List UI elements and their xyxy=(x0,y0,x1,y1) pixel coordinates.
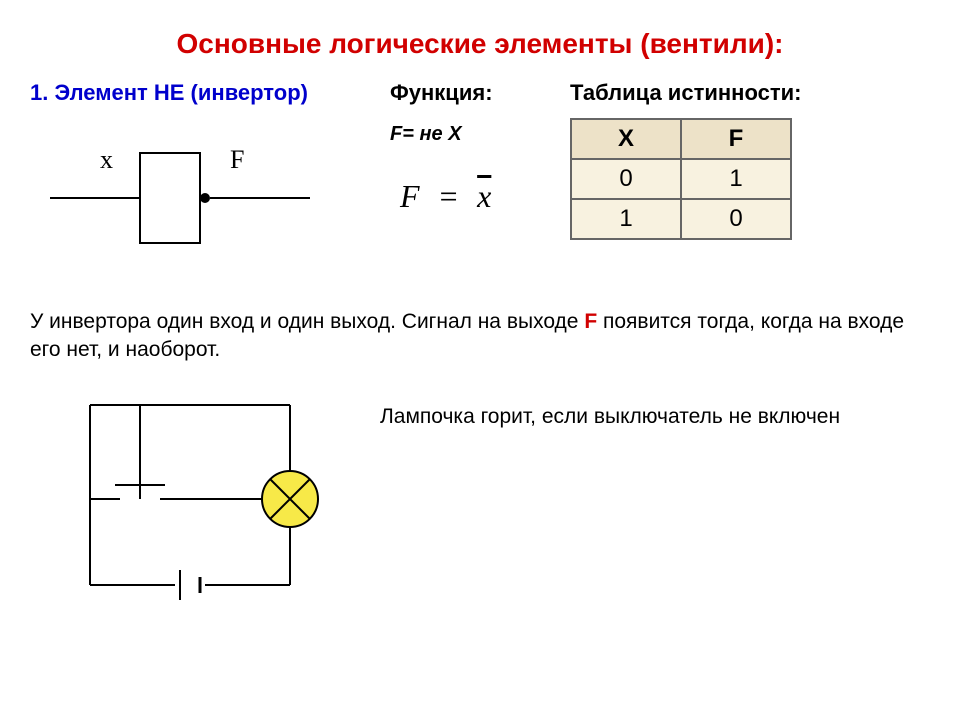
table-header: X xyxy=(571,119,681,159)
table-cell: 0 xyxy=(571,159,681,199)
formula-lhs: F xyxy=(400,178,420,214)
table-row: 1 0 xyxy=(571,199,791,239)
function-label: Функция: xyxy=(390,80,493,106)
table-header: F xyxy=(681,119,791,159)
gate-output-label: F xyxy=(230,145,244,174)
table-cell: 0 xyxy=(681,199,791,239)
page-title: Основные логические элементы (вентили): xyxy=(30,28,930,60)
function-equation-text: F= не X xyxy=(390,123,462,146)
inverter-gate-diagram: x F xyxy=(40,128,340,268)
header-row: 1. Элемент НЕ (инвертор) Функция: Таблиц… xyxy=(30,80,930,110)
lower-area: Лампочка горит, если выключатель не вклю… xyxy=(30,385,930,645)
page-root: Основные логические элементы (вентили): … xyxy=(0,0,960,720)
table-cell: 1 xyxy=(681,159,791,199)
lamp-circuit-diagram xyxy=(60,385,340,615)
table-row: 0 1 xyxy=(571,159,791,199)
formula-rhs: x xyxy=(477,178,491,214)
truth-table: X F 0 1 1 0 xyxy=(570,118,792,240)
desc-f-letter: F xyxy=(584,310,597,333)
table-cell: 1 xyxy=(571,199,681,239)
element-subtitle: 1. Элемент НЕ (инвертор) xyxy=(30,80,308,106)
table-row: X F xyxy=(571,119,791,159)
desc-pre: У инвертора один вход и один выход. Сигн… xyxy=(30,310,584,333)
gate-input-label: x xyxy=(100,145,113,174)
description-text: У инвертора один вход и один выход. Сигн… xyxy=(30,308,930,365)
truth-table-label: Таблица истинности: xyxy=(570,80,801,106)
function-formula: F = x xyxy=(400,178,491,215)
lamp-caption: Лампочка горит, если выключатель не вклю… xyxy=(380,405,840,429)
formula-equals: = xyxy=(438,178,460,214)
mid-area: x F F= не X F = x X F 0 1 1 0 xyxy=(30,118,930,308)
